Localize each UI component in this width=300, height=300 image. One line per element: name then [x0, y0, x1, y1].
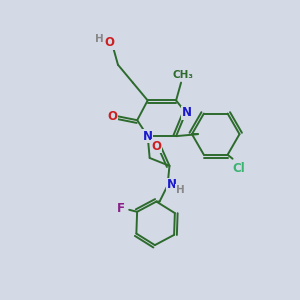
Text: Cl: Cl — [232, 162, 245, 175]
Text: O: O — [107, 110, 117, 123]
Text: H: H — [95, 34, 103, 44]
Text: F: F — [117, 202, 125, 215]
Text: N: N — [167, 178, 176, 191]
Text: H: H — [176, 185, 185, 195]
Text: N: N — [182, 106, 192, 119]
Text: CH₃: CH₃ — [172, 70, 194, 80]
Text: O: O — [104, 37, 114, 50]
Text: N: N — [143, 130, 153, 143]
Text: O: O — [152, 140, 162, 153]
